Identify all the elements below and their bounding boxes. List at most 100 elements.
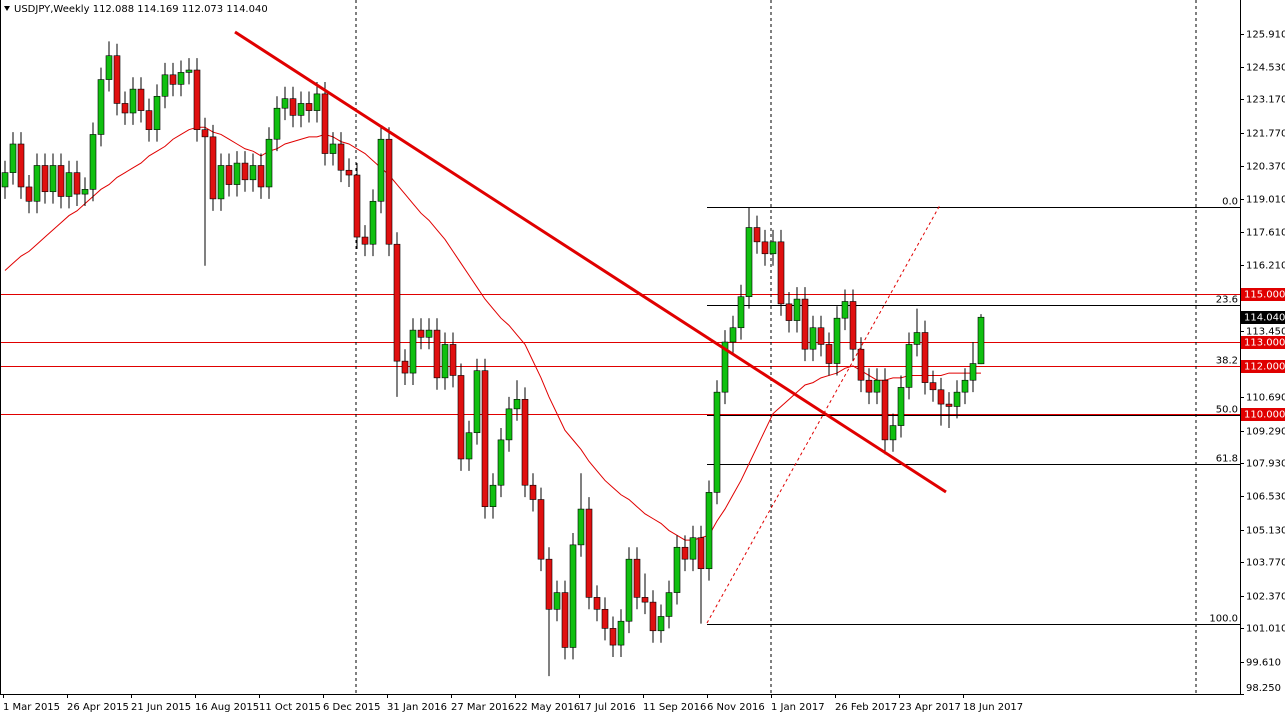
- candle-body: [585, 508, 593, 598]
- candle-body: [249, 165, 257, 181]
- candle-body: [537, 499, 545, 560]
- x-tick-label: 21 Jun 2015: [131, 702, 191, 713]
- candle-body: [665, 592, 673, 617]
- candle-body: [625, 558, 633, 622]
- candle-body: [361, 236, 369, 245]
- candle-body: [465, 432, 473, 460]
- candle-body: [145, 110, 153, 130]
- candle-body: [889, 425, 897, 441]
- candle-body: [929, 382, 937, 391]
- y-tick-label: 120.370: [1246, 162, 1285, 173]
- candle-body: [297, 103, 305, 116]
- level-tag-box: [1241, 336, 1285, 349]
- candle-body: [137, 88, 145, 111]
- candle-body: [737, 296, 745, 329]
- candle-body: [969, 363, 977, 381]
- candle-body: [385, 138, 393, 245]
- candle-body: [457, 375, 465, 460]
- candle-body: [97, 79, 105, 135]
- candle-body: [649, 601, 657, 632]
- candle-body: [785, 303, 793, 321]
- candle-body: [873, 379, 881, 393]
- y-tick-label: 116.210: [1246, 261, 1285, 272]
- x-tick-label: 22 May 2016: [515, 702, 580, 713]
- candle-body: [633, 558, 641, 598]
- candle-body: [305, 103, 313, 111]
- candle-body: [273, 107, 281, 140]
- x-tick-label: 27 Mar 2016: [451, 702, 514, 713]
- candle-body: [153, 95, 161, 130]
- candle-body: [617, 620, 625, 646]
- candle-body: [33, 165, 41, 202]
- trend-line: [234, 30, 947, 494]
- candle-body: [945, 403, 953, 407]
- candle-body: [657, 616, 665, 632]
- y-tick-label: 103.770: [1246, 558, 1285, 569]
- fib-level-label: 38.2: [1216, 356, 1238, 367]
- header-text: USDJPY,Weekly 112.088 114.169 112.073 11…: [14, 4, 268, 15]
- last-close: 114.040: [226, 4, 267, 15]
- candle-body: [65, 172, 73, 197]
- candle-body: [1, 172, 9, 188]
- candle-body: [681, 546, 689, 560]
- candle-body: [313, 93, 321, 111]
- x-tick-label: 1 Jan 2017: [771, 702, 825, 713]
- candle-body: [417, 329, 425, 338]
- candle-body: [241, 162, 249, 181]
- candle-body: [489, 484, 497, 507]
- candle-body: [9, 143, 17, 173]
- candle-body: [553, 592, 561, 610]
- candle-body: [193, 69, 201, 130]
- candle-body: [81, 189, 89, 195]
- candle-body: [321, 93, 329, 154]
- level-tag-label: 112.000: [1244, 362, 1285, 373]
- y-tick-label: 102.370: [1246, 592, 1285, 603]
- candle-body: [593, 597, 601, 610]
- header-arrow: [4, 6, 10, 11]
- candle-body: [865, 379, 873, 393]
- fib-level-label: 50.0: [1216, 405, 1238, 416]
- candle-body: [257, 165, 265, 188]
- y-tick-label: 99.610: [1246, 658, 1281, 669]
- candle-body: [569, 544, 577, 648]
- y-tick-label: 121.770: [1246, 129, 1285, 140]
- x-tick-label: 26 Apr 2015: [67, 702, 129, 713]
- candle-body: [41, 165, 49, 193]
- y-tick-label: 106.530: [1246, 492, 1285, 503]
- candle-body: [641, 597, 649, 603]
- x-tick-label: 11 Oct 2015: [259, 702, 321, 713]
- candles-layer: [1, 41, 985, 677]
- candle-body: [897, 387, 905, 426]
- candle-body: [809, 327, 817, 350]
- y-tick-label: 119.010: [1246, 195, 1285, 206]
- candle-body: [25, 186, 33, 202]
- current-price-tag-label: 114.040: [1244, 313, 1285, 324]
- candle-body: [729, 327, 737, 343]
- y-tick-label: 98.250: [1246, 683, 1281, 694]
- fib-level-label: 0.0: [1222, 197, 1238, 208]
- candle-body: [409, 329, 417, 374]
- x-tick-label: 6 Nov 2016: [707, 702, 765, 713]
- candle-body: [769, 241, 777, 255]
- x-tick-label: 16 Aug 2015: [195, 702, 259, 713]
- drawings: [234, 30, 947, 624]
- x-tick-label: 26 Feb 2017: [835, 702, 897, 713]
- candle-body: [529, 484, 537, 500]
- candle-body: [449, 344, 457, 376]
- candle-body: [377, 138, 385, 202]
- y-tick-label: 107.930: [1246, 459, 1285, 470]
- x-tick-label: 1 Mar 2015: [3, 702, 60, 713]
- x-tick-label: 11 Sep 2016: [643, 702, 706, 713]
- candle-body: [233, 162, 241, 185]
- candle-body: [337, 143, 345, 171]
- candle-body: [169, 74, 177, 85]
- level-tag-box: [1241, 288, 1285, 301]
- y-tick-label: 113.450: [1246, 327, 1285, 338]
- candle-body: [713, 391, 721, 493]
- candle-body: [961, 379, 969, 393]
- candle-body: [105, 55, 113, 80]
- candle-body: [425, 329, 433, 338]
- level-tag-box: [1241, 360, 1285, 373]
- fib-level-label: 100.0: [1209, 614, 1238, 625]
